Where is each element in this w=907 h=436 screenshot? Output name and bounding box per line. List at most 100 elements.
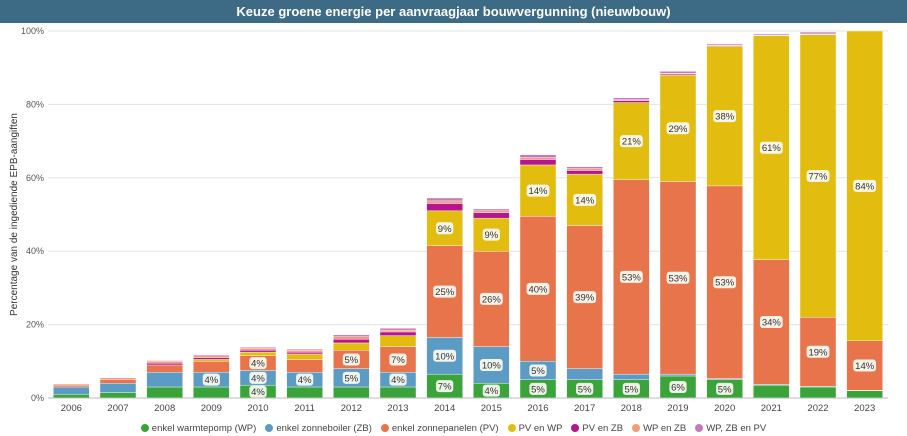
legend-swatch (265, 424, 274, 432)
data-label-bg (433, 349, 457, 362)
legend-item[interactable]: enkel zonnepanelen (PV) (380, 423, 499, 434)
data-label: 19% (808, 347, 828, 358)
bar-segment (193, 359, 230, 362)
x-tick-label: 2022 (807, 403, 828, 414)
x-tick-label: 2016 (527, 403, 548, 414)
data-label-bg (622, 382, 640, 395)
data-label-bg (202, 373, 220, 386)
data-label-bg (389, 373, 407, 386)
legend-item[interactable]: WP, ZB en PV (695, 423, 766, 434)
bar-segment (286, 348, 323, 351)
data-label: 40% (528, 284, 548, 295)
data-label-bg (482, 228, 500, 241)
data-label-bg (342, 353, 360, 366)
bar-segment (566, 368, 603, 380)
data-label: 26% (482, 294, 502, 305)
data-label: 4% (251, 387, 265, 398)
data-label: 53% (715, 278, 735, 289)
data-label: 4% (251, 373, 265, 384)
bar-segment (239, 347, 277, 349)
bar-segment (379, 386, 417, 399)
legend-label: PV en WP (518, 422, 563, 434)
data-label-bg (619, 270, 643, 283)
chart-title-bar: Keuze groene energie per aanvraagjaar bo… (0, 0, 907, 23)
legend-swatch (380, 424, 389, 432)
data-label-bg (713, 110, 737, 123)
x-tick-label: 2006 (61, 403, 82, 414)
data-label-bg (853, 359, 877, 372)
data-label: 29% (668, 124, 688, 135)
bar-segment (379, 328, 417, 331)
x-tick-label: 2012 (341, 403, 362, 414)
data-label-bg (669, 380, 687, 393)
bar-segment (473, 208, 510, 212)
data-label: 4% (391, 375, 405, 386)
bar-segment (799, 386, 837, 399)
bar-segment (193, 357, 230, 360)
data-label-bg (806, 169, 830, 182)
legend-label: WP, ZB en PV (706, 422, 767, 434)
bar-segment (659, 71, 697, 74)
data-label-bg (482, 384, 500, 397)
data-label: 14% (528, 186, 548, 197)
data-label-bg (479, 292, 503, 305)
data-label: 5% (624, 384, 638, 395)
bar-segment (99, 377, 137, 380)
y-tick-label: 80% (26, 99, 44, 109)
data-label: 4% (298, 375, 312, 386)
bar-segment (239, 348, 277, 351)
x-tick-label: 2020 (714, 403, 735, 414)
data-label-bg (666, 122, 690, 135)
bar-segment (53, 384, 90, 388)
stacked-bar-chart: 0% 20% 40% 60% 80% 100% Percentage van de inge… (9, 26, 888, 414)
bar-segment (753, 384, 790, 399)
data-label: 77% (808, 171, 828, 182)
legend-item[interactable]: WP en ZB (632, 423, 686, 434)
x-tick-label: 2008 (154, 403, 175, 414)
legend-swatch (571, 424, 580, 432)
bar-segment (53, 394, 90, 399)
bar-segment (519, 154, 557, 158)
bar-segment (193, 354, 230, 356)
legend-swatch (140, 424, 149, 432)
legend-swatch (632, 424, 641, 432)
bar-segment (99, 379, 137, 384)
bar-segment (333, 334, 370, 337)
bar-segment (286, 350, 323, 353)
x-tick-label: 2023 (854, 403, 875, 414)
x-tick-label: 2015 (481, 403, 502, 414)
bar-segment (99, 392, 137, 399)
bar-segment (379, 329, 417, 333)
bar-segment (426, 197, 463, 202)
bar-segment (753, 33, 790, 36)
data-label: 7% (438, 382, 452, 393)
bar-segment (846, 390, 883, 399)
bar-segment (706, 43, 743, 46)
bar-segment (659, 373, 697, 377)
legend-item[interactable]: PV en WP (507, 422, 563, 434)
bar-segment (286, 351, 323, 355)
legend-item[interactable]: enkel warmtepomp (WP) (140, 423, 256, 434)
bar-segment (193, 361, 230, 373)
legend-item[interactable]: PV en ZB (571, 423, 623, 434)
data-label-bg (342, 371, 360, 384)
data-label: 25% (435, 287, 455, 298)
bar-segment (379, 331, 417, 336)
data-label-bg (529, 382, 547, 395)
legend-label: WP en ZB (643, 422, 687, 434)
data-label: 4% (484, 386, 498, 397)
bar-segment (146, 360, 183, 362)
bar-segment (566, 166, 603, 169)
data-label-bg (853, 179, 877, 192)
legend-item[interactable]: enkel zonneboiler (ZB) (265, 423, 372, 434)
bar-segment (146, 372, 183, 388)
legend-label: enkel zonneboiler (ZB) (276, 422, 372, 434)
y-tick-label: 60% (26, 173, 44, 183)
data-label-bg (759, 141, 783, 154)
data-label: 61% (762, 143, 782, 154)
data-label-bg (249, 371, 267, 384)
bar-segment (193, 386, 230, 399)
x-tick-label: 2021 (761, 403, 782, 414)
bar-segment (193, 355, 230, 358)
bar-segment (519, 157, 557, 160)
